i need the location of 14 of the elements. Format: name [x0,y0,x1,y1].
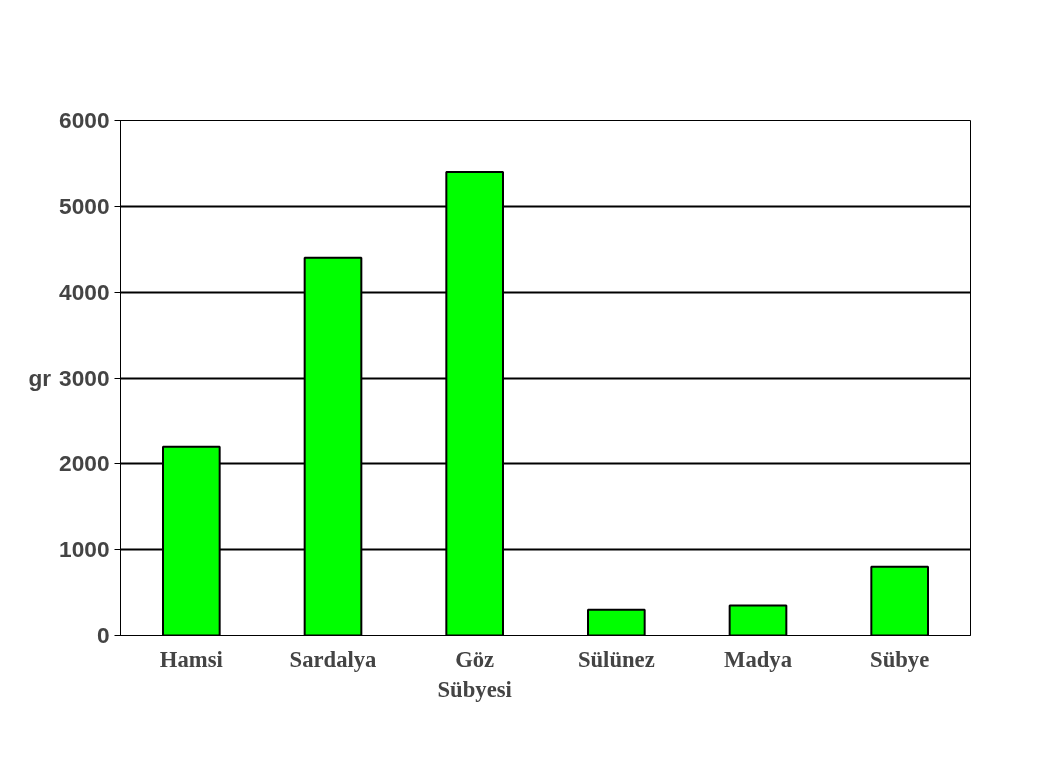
y-tick-label: 6000 [59,107,110,133]
y-tick-label: 3000 [59,364,110,391]
x-tick-label: Sübye [870,646,930,672]
x-tick-label: Hamsi [159,646,223,672]
x-tick-label: Sardalya [289,646,377,672]
x-tick-label: Sülünez [577,646,655,672]
y-tick-label: 5000 [59,192,110,219]
x-tick-label: Göz Sübyesi [437,646,512,702]
y-axis-title: gr [28,365,52,391]
y-tick-label: 1000 [59,536,110,563]
y-tick-label: 0 [96,622,110,648]
y-tick-label: 2000 [59,450,110,477]
y-tick-label: 4000 [59,278,110,305]
x-tick-label: Madya [724,646,792,672]
